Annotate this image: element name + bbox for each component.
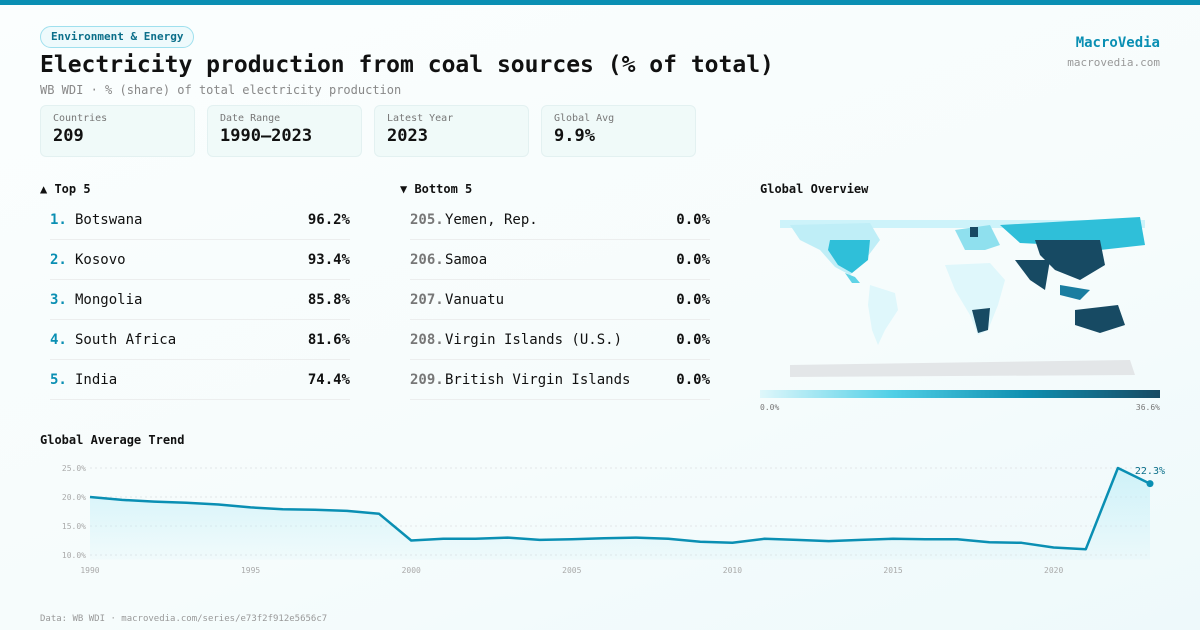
x-tick-label: 2005 [562,566,581,575]
country-name: Samoa [445,251,488,268]
top5-heading: ▲ Top 5 [40,182,91,196]
ranking-row[interactable]: 1. Botswana 96.2% [50,200,350,240]
last-point-marker[interactable] [1146,480,1154,488]
ranking-row[interactable]: 208. Virgin Islands (U.S.) 0.0% [410,320,710,360]
country-value: 81.6% [307,331,350,348]
x-tick-label: 1990 [80,566,99,575]
stat-card-date-range: Date Range 1990–2023 [207,105,362,157]
rank-number: 4. [50,331,67,348]
x-tick-label: 1995 [241,566,260,575]
footer-source: Data: WB WDI · macrovedia.com/series/e73… [40,614,328,624]
stat-value: 209 [53,126,84,146]
country-value: 0.0% [676,251,710,268]
ranking-row[interactable]: 3. Mongolia 85.8% [50,280,350,320]
country-value: 85.8% [307,291,350,308]
y-tick-label: 25.0% [62,464,86,473]
x-tick-label: 2015 [883,566,902,575]
brand-url[interactable]: macrovedia.com [1067,56,1160,69]
stat-label: Global Avg [554,113,615,124]
rank-number: 1. [50,211,67,228]
x-tick-label: 2010 [723,566,742,575]
map-heading: Global Overview [760,182,869,196]
country-name: Yemen, Rep. [445,211,538,228]
y-tick-label: 15.0% [62,522,86,531]
trend-line [89,466,1151,551]
stat-value: 1990–2023 [220,126,313,146]
brand-logo[interactable]: MacroVedia [1075,35,1160,51]
country-name: Kosovo [75,251,126,268]
ranking-row[interactable]: 207. Vanuatu 0.0% [410,280,710,320]
country-value: 0.0% [676,371,710,388]
country-value: 93.4% [307,251,350,268]
bottom5-heading: ▼ Bottom 5 [400,182,473,196]
rank-number: 206. [410,251,444,268]
legend-min-label: 0.0% [760,403,780,412]
rank-number: 209. [410,371,444,388]
ranking-row[interactable]: 205. Yemen, Rep. 0.0% [410,200,710,240]
stat-label: Latest Year [387,113,454,124]
stat-card-countries: Countries 209 [40,105,195,157]
rank-number: 5. [50,371,67,388]
category-tag[interactable]: Environment & Energy [40,26,195,48]
country-name: British Virgin Islands [445,371,631,388]
country-name: India [75,371,118,388]
last-value-label: 22.3% [1135,466,1165,477]
stat-label: Date Range [220,113,281,124]
top-accent-bar [0,0,1200,5]
map-land [780,217,1145,377]
country-name: Virgin Islands (U.S.) [445,331,623,348]
ranking-row[interactable]: 2. Kosovo 93.4% [50,240,350,280]
stat-card-latest-year: Latest Year 2023 [374,105,529,157]
ranking-row[interactable]: 5. India 74.4% [50,360,350,400]
stat-label: Countries [53,113,108,124]
trend-area [90,468,1150,560]
country-value: 74.4% [307,371,350,388]
page-subtitle: WB WDI · % (share) of total electricity … [40,83,402,97]
country-value: 96.2% [307,211,350,228]
stat-value: 9.9% [554,126,595,146]
y-tick-label: 20.0% [62,493,86,502]
trend-heading: Global Average Trend [40,433,185,447]
legend-max-label: 36.6% [1135,403,1160,412]
country-name: Vanuatu [445,291,505,308]
country-name: South Africa [75,331,177,348]
country-name: Mongolia [75,291,143,308]
world-map[interactable] [760,205,1160,380]
ranking-row[interactable]: 4. South Africa 81.6% [50,320,350,360]
stat-card-global-avg: Global Avg 9.9% [541,105,696,157]
page-title: Electricity production from coal sources… [40,52,774,78]
rank-number: 205. [410,211,444,228]
map-color-legend [760,390,1160,398]
ranking-row[interactable]: 209. British Virgin Islands 0.0% [410,360,710,400]
rank-number: 2. [50,251,67,268]
x-tick-label: 2020 [1044,566,1063,575]
country-value: 0.0% [676,291,710,308]
trend-chart: 10.0% 15.0% 20.0% 25.0% 1990 1995 2000 2005 2010… [62,464,1165,575]
country-name: Botswana [75,211,143,228]
country-value: 0.0% [676,331,710,348]
country-value: 0.0% [676,211,710,228]
rank-number: 207. [410,291,444,308]
stat-value: 2023 [387,126,428,146]
x-tick-label: 2000 [402,566,421,575]
ranking-row[interactable]: 206. Samoa 0.0% [410,240,710,280]
y-tick-label: 10.0% [62,551,86,560]
rank-number: 208. [410,331,444,348]
rank-number: 3. [50,291,67,308]
